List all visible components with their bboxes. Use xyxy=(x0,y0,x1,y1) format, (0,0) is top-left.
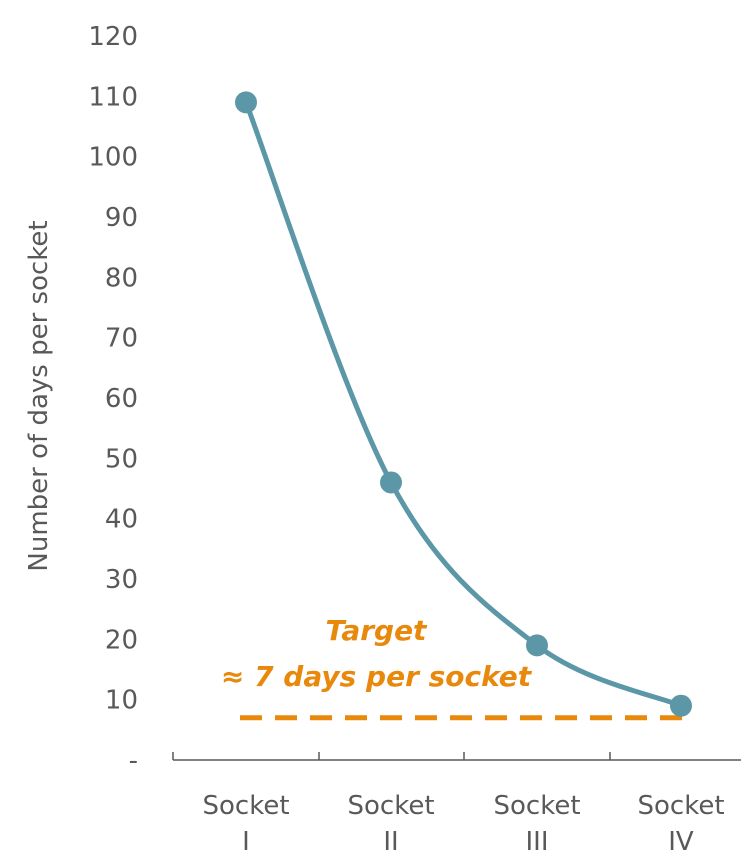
x-tick-label: Socket I xyxy=(202,791,289,857)
data-point xyxy=(380,471,402,494)
x-tick-label-line: Socket xyxy=(347,791,434,821)
x-tick-label-line: II xyxy=(383,827,398,857)
y-tick-label: 90 xyxy=(105,203,138,233)
x-tick-label-line: IV xyxy=(668,827,694,857)
series xyxy=(235,91,692,717)
y-tick-label: 120 xyxy=(88,22,138,52)
x-axis xyxy=(172,752,741,761)
y-tick-label: 50 xyxy=(105,444,138,474)
y-tick-label: 70 xyxy=(105,324,138,354)
x-tick-label-line: Socket xyxy=(637,791,724,821)
x-tick-label-line: Socket xyxy=(493,791,580,821)
y-tick-label: 100 xyxy=(88,143,138,173)
y-axis-title: Number of days per socket xyxy=(24,220,54,571)
series-line xyxy=(243,99,684,709)
data-point xyxy=(670,694,692,717)
target-label-subtitle: ≈ 7 days per socket xyxy=(221,660,533,693)
x-tick-label-line: Socket xyxy=(202,791,289,821)
x-tick-label: Socket III xyxy=(493,791,580,857)
y-tick-label: 10 xyxy=(105,686,138,716)
x-tick-label-line: I xyxy=(242,827,250,857)
y-tick-label: 80 xyxy=(105,263,138,293)
y-tick-label: 20 xyxy=(105,625,138,655)
y-tick-label: 110 xyxy=(88,82,138,112)
data-point xyxy=(235,91,257,114)
y-tick-label: - xyxy=(129,746,138,776)
y-axis-title-group: Number of days per socket xyxy=(24,220,54,571)
y-tick-label: 40 xyxy=(105,505,138,535)
y-axis-ticks: - 10 20 30 40 50 60 70 80 90 100 110 120 xyxy=(88,22,138,776)
target-annotation: Target ≈ 7 days per socket xyxy=(221,614,685,721)
x-tick-label-line: III xyxy=(525,827,548,857)
y-tick-label: 30 xyxy=(105,565,138,595)
y-tick-label: 60 xyxy=(105,384,138,414)
x-tick-label: Socket II xyxy=(347,791,434,857)
data-point xyxy=(526,634,548,657)
target-label-title: Target xyxy=(326,614,429,647)
x-tick-label: Socket IV xyxy=(637,791,724,857)
x-axis-tick-labels: Socket I Socket II Socket III Socket IV xyxy=(202,791,724,857)
